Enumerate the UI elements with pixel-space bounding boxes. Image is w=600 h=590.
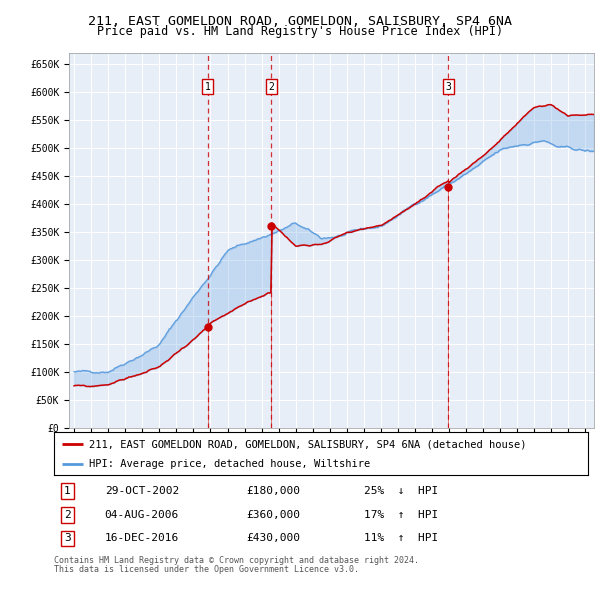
Text: £360,000: £360,000 <box>246 510 300 520</box>
Text: 3: 3 <box>64 533 71 543</box>
Text: £430,000: £430,000 <box>246 533 300 543</box>
Text: 25%  ↓  HPI: 25% ↓ HPI <box>364 486 438 496</box>
Text: 17%  ↑  HPI: 17% ↑ HPI <box>364 510 438 520</box>
Text: 211, EAST GOMELDON ROAD, GOMELDON, SALISBURY, SP4 6NA (detached house): 211, EAST GOMELDON ROAD, GOMELDON, SALIS… <box>89 440 526 450</box>
Text: This data is licensed under the Open Government Licence v3.0.: This data is licensed under the Open Gov… <box>54 565 359 573</box>
Text: 1: 1 <box>64 486 71 496</box>
Text: Contains HM Land Registry data © Crown copyright and database right 2024.: Contains HM Land Registry data © Crown c… <box>54 556 419 565</box>
Text: 04-AUG-2006: 04-AUG-2006 <box>105 510 179 520</box>
Text: 2: 2 <box>64 510 71 520</box>
Text: 1: 1 <box>205 81 211 91</box>
Text: HPI: Average price, detached house, Wiltshire: HPI: Average price, detached house, Wilt… <box>89 460 370 469</box>
Text: 16-DEC-2016: 16-DEC-2016 <box>105 533 179 543</box>
Text: 11%  ↑  HPI: 11% ↑ HPI <box>364 533 438 543</box>
Text: 211, EAST GOMELDON ROAD, GOMELDON, SALISBURY, SP4 6NA: 211, EAST GOMELDON ROAD, GOMELDON, SALIS… <box>88 15 512 28</box>
Text: £180,000: £180,000 <box>246 486 300 496</box>
Text: 3: 3 <box>445 81 451 91</box>
Text: Price paid vs. HM Land Registry's House Price Index (HPI): Price paid vs. HM Land Registry's House … <box>97 25 503 38</box>
Text: 29-OCT-2002: 29-OCT-2002 <box>105 486 179 496</box>
Text: 2: 2 <box>269 81 274 91</box>
